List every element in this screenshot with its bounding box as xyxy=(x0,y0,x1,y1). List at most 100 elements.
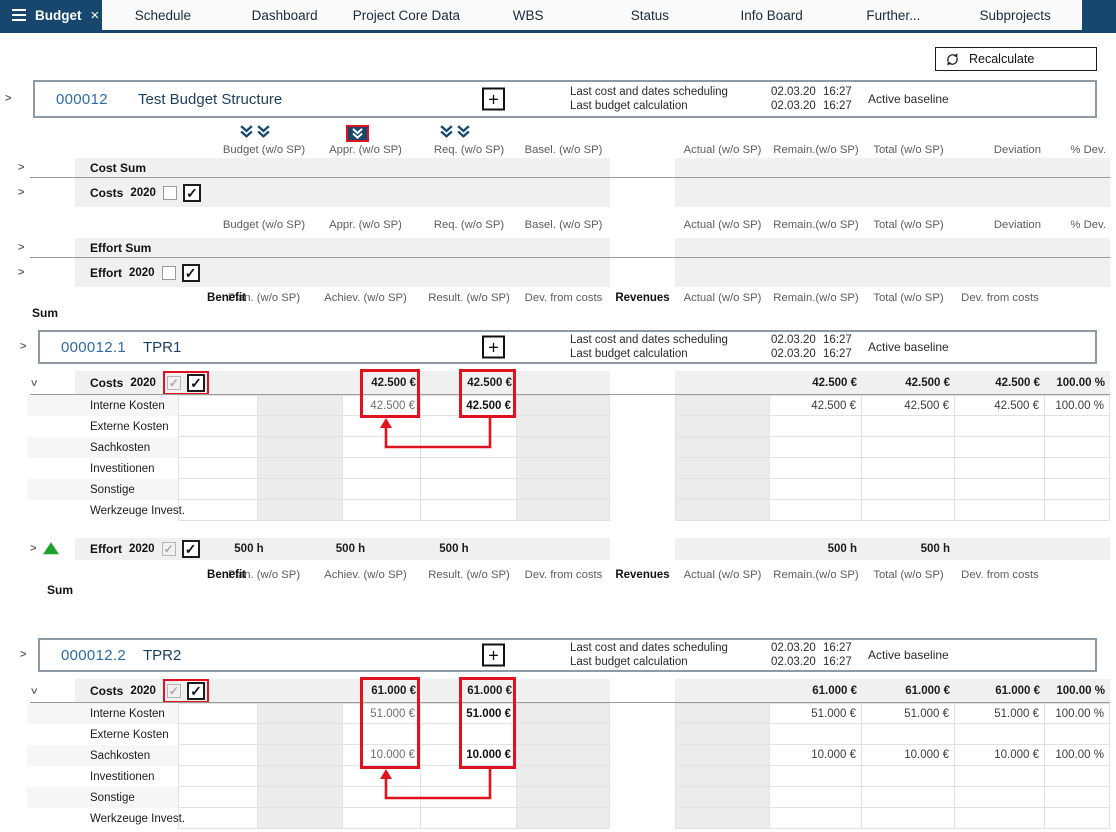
table-row: Werkzeuge Invest. xyxy=(0,808,1116,829)
tab-subprojects[interactable]: Subprojects xyxy=(979,7,1051,23)
cell-req: 42.500 € xyxy=(421,395,517,416)
tab-status[interactable]: Status xyxy=(630,7,670,23)
col-header-basel: Basel. (w/o SP) xyxy=(524,144,603,156)
col-header-achiev: Achiev. (w/o SP) xyxy=(324,291,407,304)
table-row: Sachkosten xyxy=(0,437,1116,458)
cell-total: 42.500 € xyxy=(862,395,955,416)
cost-type-label: Investitionen xyxy=(90,770,155,783)
add-button[interactable]: + xyxy=(482,335,505,359)
tab-info-board[interactable]: Info Board xyxy=(740,7,803,23)
add-button[interactable]: + xyxy=(482,87,505,111)
cell-remain: 61.000 € xyxy=(770,679,862,703)
revenues-label: Revenues xyxy=(615,568,670,581)
expand-chevron[interactable]: > xyxy=(30,542,37,555)
approved-adopt-icon-selected[interactable] xyxy=(310,124,421,142)
col-header-remain: Remain.(w/o SP) xyxy=(773,291,859,304)
cost-column-headers: Budget (w/o SP) Appr. (w/o SP) Req. (w/o… xyxy=(0,142,1116,158)
requested-adopt-icons[interactable] xyxy=(421,124,517,142)
checkbox-checked-disabled[interactable]: ✓ xyxy=(161,542,176,556)
benefit-label: Benefit xyxy=(207,568,246,581)
cell-total: 10.000 € xyxy=(862,745,955,766)
collapse-chevron[interactable]: > xyxy=(27,379,40,387)
refresh-icon xyxy=(947,52,958,66)
col-header-remain: Remain.(w/o SP) xyxy=(773,568,859,581)
checkbox-checked[interactable]: ✓ xyxy=(181,540,200,558)
cell-deviation: 61.000 € xyxy=(955,679,1045,703)
double-arrow-down-icon[interactable] xyxy=(239,125,254,141)
cell-deviation: 42.500 € xyxy=(955,371,1045,395)
budget-adopt-icons[interactable] xyxy=(218,124,310,142)
cell-deviation: 51.000 € xyxy=(955,703,1045,724)
double-arrow-down-icon[interactable] xyxy=(439,125,454,141)
table-row: Investitionen xyxy=(0,458,1116,479)
collapse-project-chevron[interactable]: > xyxy=(5,92,12,105)
col-header-deviation: Deviation xyxy=(993,144,1041,156)
col-header-achiev: Achiev. (w/o SP) xyxy=(324,568,407,581)
scheduling-date: 02.03.20 xyxy=(771,642,816,654)
cost-type-label: Interne Kosten xyxy=(90,399,165,412)
cell-remain: 42.500 € xyxy=(770,371,862,395)
sum-row: Sum xyxy=(0,583,1116,599)
cell-req: 61.000 € xyxy=(421,679,517,703)
recalculate-button[interactable]: Recalculate xyxy=(935,47,1097,71)
expand-subproject-chevron[interactable]: > xyxy=(20,340,27,353)
cost-type-label: Interne Kosten xyxy=(90,707,165,720)
year-label: 2020 xyxy=(129,266,155,279)
checkbox-checked-disabled[interactable]: ✓ xyxy=(166,376,181,390)
table-row: Sonstige xyxy=(0,479,1116,500)
effort-label: Effort xyxy=(90,542,122,556)
double-arrow-down-icon[interactable] xyxy=(256,125,271,141)
checkbox-unchecked[interactable] xyxy=(162,185,177,200)
table-row: Sachkosten 10.000 € 10.000 € 10.000 € 10… xyxy=(0,745,1116,766)
col-header-deviation: Deviation xyxy=(993,219,1041,231)
costs-label: Costs xyxy=(90,185,124,200)
tpr1-costs-row: > Costs 2020 ✓ ✓ 42.500 € 42.500 € 42.50… xyxy=(0,371,1116,395)
collapse-chevron[interactable]: > xyxy=(27,687,40,695)
col-header-appr: Appr. (w/o SP) xyxy=(329,144,402,156)
year-label: 2020 xyxy=(130,377,156,389)
cell-pdev: 100.00 % xyxy=(1045,745,1110,766)
checkbox-checked[interactable]: ✓ xyxy=(186,374,205,392)
expand-chevron[interactable]: > xyxy=(18,186,25,198)
tab-schedule[interactable]: Schedule xyxy=(134,7,192,23)
cell-total: 61.000 € xyxy=(862,679,955,703)
tab-budget[interactable]: Budget × xyxy=(0,0,102,30)
calculation-date: 02.03.20 xyxy=(771,348,816,360)
subproject-header-box: 000012.1 TPR1 + Last cost and dates sche… xyxy=(38,330,1097,364)
col-header-actual: Actual (w/o SP) xyxy=(683,568,762,581)
cell-remain: 10.000 € xyxy=(770,745,862,766)
expand-subproject-chevron[interactable]: > xyxy=(20,648,27,661)
tab-further[interactable]: Further... xyxy=(866,7,921,23)
tab-project-core-data[interactable]: Project Core Data xyxy=(352,7,461,23)
double-arrow-down-icon[interactable] xyxy=(456,125,471,141)
subproject-header-tpr2: > 000012.2 TPR2 + Last cost and dates sc… xyxy=(0,638,1116,672)
expand-chevron[interactable]: > xyxy=(18,241,25,254)
cell-appr: 10.000 € xyxy=(343,745,421,766)
tab-wbs[interactable]: WBS xyxy=(512,7,544,23)
table-row: Externe Kosten xyxy=(0,416,1116,437)
cell-pdev: 100.00 % xyxy=(1045,395,1110,416)
cost-sum-row: > Cost Sum xyxy=(0,158,1116,178)
cell-total: 51.000 € xyxy=(862,703,955,724)
checkbox-checked[interactable]: ✓ xyxy=(181,263,200,282)
cell-req: 51.000 € xyxy=(421,703,517,724)
subproject-title: TPR1 xyxy=(143,338,182,356)
double-arrow-down-icon-selected[interactable] xyxy=(346,124,369,142)
checkbox-unchecked[interactable] xyxy=(161,265,176,280)
menu-icon[interactable] xyxy=(12,9,26,21)
calculation-label: Last budget calculation xyxy=(570,100,688,112)
add-button[interactable]: + xyxy=(482,643,505,667)
checkbox-checked[interactable]: ✓ xyxy=(186,682,205,700)
tab-dashboard[interactable]: Dashboard xyxy=(251,7,318,23)
cell-remain: 51.000 € xyxy=(770,703,862,724)
close-icon[interactable]: × xyxy=(90,6,100,24)
expand-chevron[interactable]: > xyxy=(18,161,25,174)
benefit-label: Benefit xyxy=(207,291,246,304)
scheduling-label: Last cost and dates scheduling xyxy=(570,642,728,654)
checkbox-checked-disabled[interactable]: ✓ xyxy=(166,684,181,698)
checkbox-checked[interactable]: ✓ xyxy=(182,183,201,202)
active-baseline-label: Active baseline xyxy=(868,340,949,354)
col-header-dev-from-costs: Dev. from costs xyxy=(961,568,1039,581)
scheduling-date: 02.03.20 xyxy=(771,86,816,98)
expand-chevron[interactable]: > xyxy=(18,266,25,278)
